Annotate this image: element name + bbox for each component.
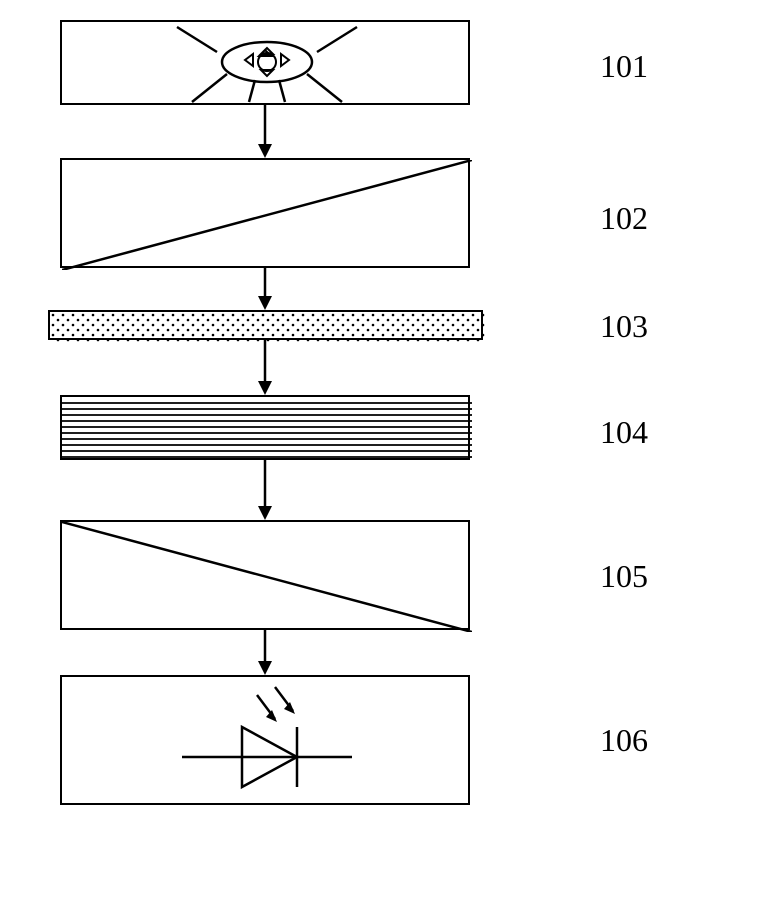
arrow-105-106 <box>258 630 272 677</box>
node-101 <box>60 20 470 105</box>
label-104: 104 <box>600 414 648 451</box>
node-102 <box>60 158 470 268</box>
arrow-104-105 <box>258 460 272 522</box>
arrow-101-102 <box>258 105 272 160</box>
label-101: 101 <box>600 48 648 85</box>
node-103 <box>48 310 483 340</box>
arrow-102-103 <box>258 268 272 312</box>
arrow-103-104 <box>258 340 272 397</box>
label-102: 102 <box>600 200 648 237</box>
node-105 <box>60 520 470 630</box>
node-104 <box>60 395 470 460</box>
label-105: 105 <box>600 558 648 595</box>
node-106 <box>60 675 470 805</box>
label-103: 103 <box>600 308 648 345</box>
label-106: 106 <box>600 722 648 759</box>
